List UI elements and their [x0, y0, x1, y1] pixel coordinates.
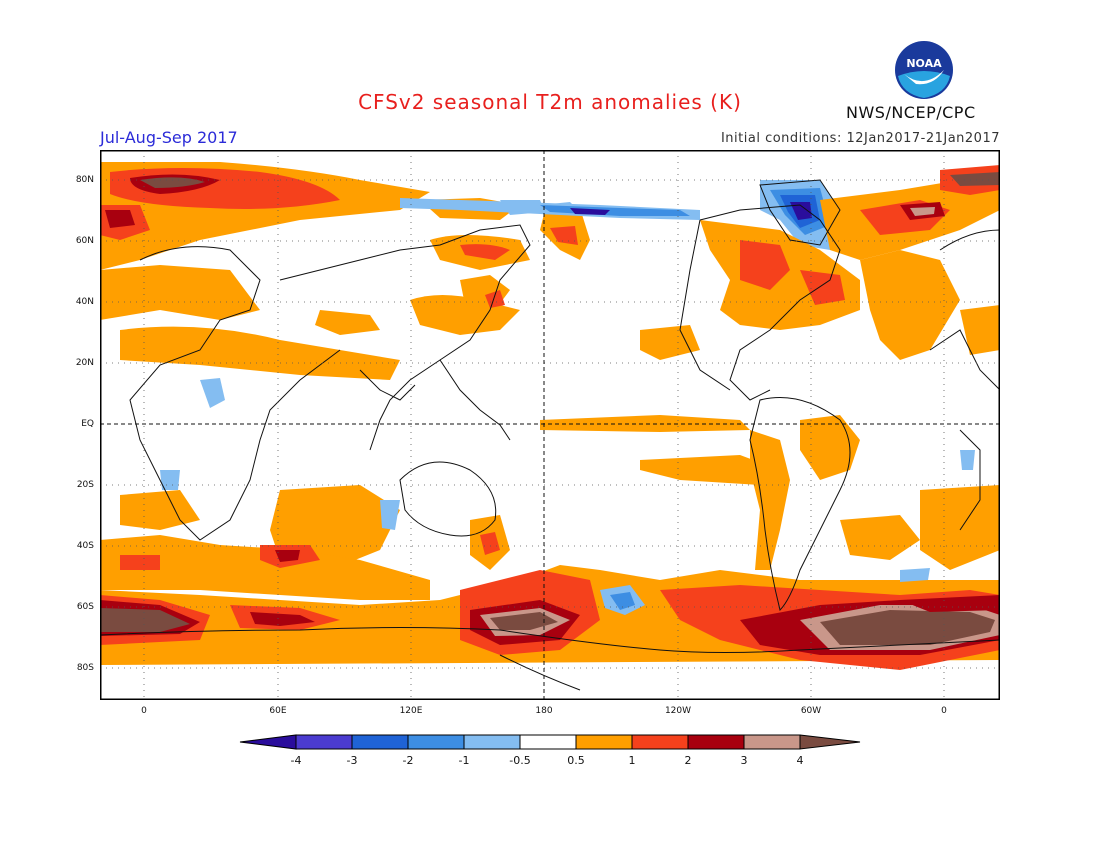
colorbar-label-minus3: -3 — [346, 754, 358, 767]
lat-label-40s: 40S — [76, 541, 94, 551]
colorbar-label-05: 0.5 — [567, 754, 585, 767]
colorbar-label-1: 1 — [628, 754, 636, 767]
colorbar-swatch-1-2 — [631, 734, 689, 750]
colorbar-label-minus05: -0.5 — [509, 754, 531, 767]
colorbar-label-3: 3 — [740, 754, 748, 767]
anomaly-map — [100, 150, 1000, 700]
agency-label: NWS/NCEP/CPC — [846, 103, 976, 122]
map-title: CFSv2 seasonal T2m anomalies (K) — [358, 90, 742, 114]
logo-text: NOAA — [906, 57, 942, 70]
lon-label-120w: 120W — [664, 706, 692, 716]
colorbar-swatch-3-4 — [743, 734, 801, 750]
colorbar-label-minus2: -2 — [402, 754, 414, 767]
colorbar-swatch-neutral — [519, 734, 577, 750]
colorbar-swatch-minus4-minus3 — [295, 734, 353, 750]
colorbar — [239, 734, 861, 750]
initial-conditions-label: Initial conditions: 12Jan2017-21Jan2017 — [720, 131, 1000, 146]
colorbar-label-4: 4 — [796, 754, 804, 767]
map-frame — [100, 150, 1000, 700]
colorbar-swatch-05-1 — [575, 734, 633, 750]
lon-label-120e: 120E — [399, 706, 423, 716]
colorbar-label-2: 2 — [684, 754, 692, 767]
colorbar-label-minus1: -1 — [458, 754, 470, 767]
graticule — [100, 150, 1000, 700]
colorbar-swatch-lt-minus4 — [239, 734, 297, 750]
colorbar-swatch-2-3 — [687, 734, 745, 750]
lat-label-80s: 80S — [76, 663, 94, 673]
colorbar-swatch-minus3-minus2 — [351, 734, 409, 750]
lat-label-eq: EQ — [81, 419, 94, 429]
lat-label-80n: 80N — [75, 175, 94, 185]
colorbar-swatch-minus1-minus05 — [463, 734, 521, 750]
lon-label-0-left: 0 — [141, 706, 147, 716]
period-label: Jul-Aug-Sep 2017 — [100, 128, 238, 147]
colorbar-swatch-minus2-minus1 — [407, 734, 465, 750]
lon-label-0-right: 0 — [941, 706, 947, 716]
colorbar-swatch-gt-4 — [799, 734, 861, 750]
lat-label-20n: 20N — [75, 358, 94, 368]
coastlines — [100, 179, 1000, 691]
lat-label-40n: 40N — [75, 297, 94, 307]
lon-label-180: 180 — [535, 706, 553, 716]
lon-label-60w: 60W — [800, 706, 822, 716]
lon-label-60e: 60E — [269, 706, 287, 716]
lat-label-60s: 60S — [76, 602, 94, 612]
colorbar-label-minus4: -4 — [290, 754, 302, 767]
noaa-logo-icon: NOAA — [895, 41, 953, 99]
anomaly-field — [100, 162, 1000, 670]
lat-label-60n: 60N — [75, 236, 94, 246]
lat-label-20s: 20S — [76, 480, 94, 490]
